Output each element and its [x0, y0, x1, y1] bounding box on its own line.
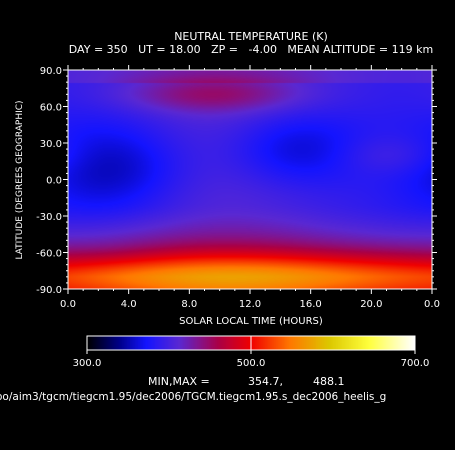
x-axis: 0.0 4.0 8.0 12.0 16.0 20.0 0.0: [60, 65, 440, 310]
x-tick-label: 0.0: [424, 299, 440, 310]
y-tick-label: 90.0: [40, 66, 62, 77]
y-tick-label: -60.0: [36, 249, 62, 260]
y-tick-label: 60.0: [40, 103, 62, 114]
max-value: 488.1: [313, 375, 345, 388]
x-tick-label: 12.0: [239, 299, 261, 310]
x-tick-label: 20.0: [360, 299, 382, 310]
colorbar-ticks: 300.0 500.0 700.0: [73, 336, 430, 369]
y-axis-label: LATITUDE (DEGREES GEOGRAPHIC): [15, 100, 25, 259]
x-tick-label: 4.0: [121, 299, 137, 310]
min-value: 354.7,: [248, 375, 283, 388]
x-tick-label: 0.0: [60, 299, 76, 310]
y-tick-label: 0.0: [46, 176, 62, 187]
chart-title: NEUTRAL TEMPERATURE (K): [174, 30, 328, 43]
y-axis: 90.0 60.0 30.0 0.0 -30.0 -60.0 -90.0: [36, 66, 437, 296]
x-axis-label: SOLAR LOCAL TIME (HOURS): [179, 316, 323, 327]
y-tick-label: -90.0: [36, 285, 62, 296]
heatmap-raster: [68, 70, 432, 289]
y-tick-label: -30.0: [36, 212, 62, 223]
y-tick-label: 30.0: [40, 139, 62, 150]
x-tick-label: 8.0: [181, 299, 197, 310]
colorbar-tick-label: 300.0: [73, 358, 102, 369]
heatmap-plot: [67, 69, 433, 290]
minmax-label: MIN,MAX =: [148, 375, 210, 388]
x-tick-label: 16.0: [300, 299, 322, 310]
chart-subtitle: DAY = 350 UT = 18.00 ZP = -4.00 MEAN ALT…: [69, 43, 433, 56]
colorbar-tick-label: 500.0: [237, 358, 266, 369]
file-path: oo/aim3/tgcm/tiegcm1.95/dec2006/TGCM.tie…: [0, 391, 386, 403]
colorbar-tick-label: 700.0: [401, 358, 430, 369]
